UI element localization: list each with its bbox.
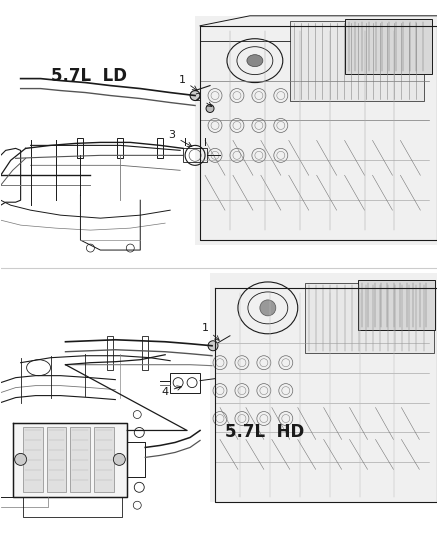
Circle shape [206,104,214,112]
Bar [78,139,83,158]
Bar [142,336,148,370]
Bar [23,427,42,492]
Bar [117,139,124,158]
Circle shape [190,91,200,101]
Polygon shape [345,19,432,74]
Text: 2: 2 [194,93,212,107]
Circle shape [14,454,27,465]
Text: 1: 1 [201,323,219,340]
Polygon shape [290,21,424,101]
Text: 3: 3 [169,131,192,147]
Ellipse shape [247,55,263,67]
Text: 1: 1 [179,75,197,91]
Bar [183,148,207,163]
Text: 4: 4 [162,386,182,397]
Bar [46,427,67,492]
Circle shape [208,341,218,351]
Text: 5.7L  HD: 5.7L HD [225,424,304,441]
Bar [107,336,113,370]
Polygon shape [210,273,437,502]
Bar [95,427,114,492]
Polygon shape [195,16,437,245]
Polygon shape [13,423,127,497]
Bar [157,139,163,158]
Circle shape [260,300,276,316]
Polygon shape [305,283,434,353]
Text: 5.7L  LD: 5.7L LD [50,67,127,85]
Bar [71,427,90,492]
Polygon shape [357,280,435,330]
Circle shape [113,454,125,465]
Bar [170,373,200,393]
